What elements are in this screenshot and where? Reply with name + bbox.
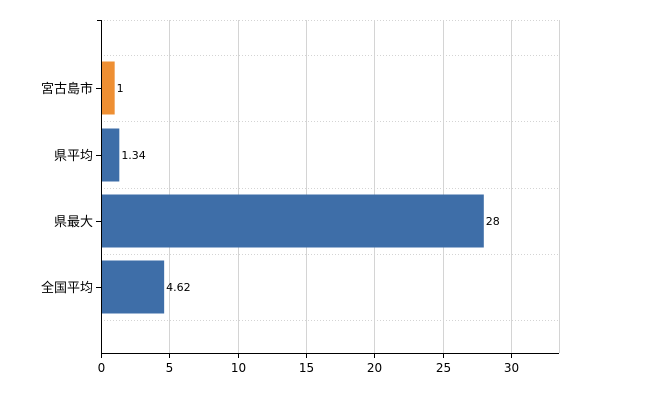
x-tick-label: 15 (299, 361, 314, 375)
x-tick-label: 20 (367, 361, 382, 375)
data-label: 1 (117, 82, 124, 95)
bar (102, 194, 484, 248)
category-label: 宮古島市 (41, 81, 93, 97)
x-tick-label: 5 (166, 361, 174, 375)
category-label: 県最大 (54, 215, 93, 230)
grid (101, 20, 560, 353)
data-label: 4.62 (166, 281, 191, 294)
bars (102, 61, 484, 314)
x-tick-label: 10 (231, 361, 246, 375)
x-tick-label: 30 (504, 361, 519, 375)
data-label: 28 (486, 215, 500, 228)
x-tick-label: 0 (98, 361, 106, 375)
x-tick-label: 25 (436, 361, 451, 375)
data-label: 1.34 (121, 149, 146, 162)
axes (96, 20, 559, 358)
category-label: 全国平均 (41, 280, 93, 296)
category-label: 県平均 (54, 149, 93, 164)
bar (102, 61, 115, 115)
bar (102, 128, 120, 182)
bar (102, 260, 165, 314)
